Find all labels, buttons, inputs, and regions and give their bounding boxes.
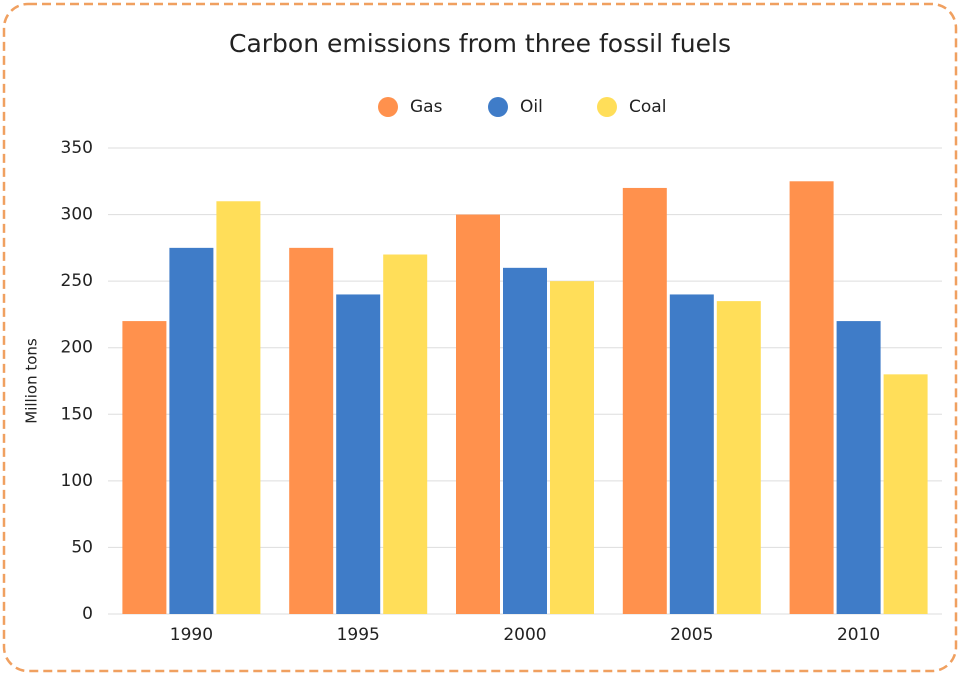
bar — [550, 281, 594, 614]
bar — [789, 181, 834, 615]
y-tick-label: 200 — [61, 338, 93, 358]
y-tick-label: 150 — [61, 404, 93, 424]
bar — [456, 214, 500, 615]
chart-title: Carbon emissions from three fossil fuels — [229, 29, 731, 58]
bar — [336, 294, 381, 614]
legend-swatch — [488, 97, 508, 117]
x-tick-label: 1990 — [170, 625, 213, 645]
bar — [169, 247, 214, 614]
bar — [669, 294, 714, 614]
legend-label: Gas — [410, 97, 443, 117]
bar — [289, 247, 334, 614]
bar — [836, 321, 881, 614]
y-tick-label: 0 — [82, 604, 93, 624]
legend-label: Coal — [629, 97, 666, 117]
y-axis-label: Million tons — [23, 338, 41, 424]
legend-label: Oil — [520, 97, 543, 117]
y-tick-label: 350 — [61, 138, 93, 158]
x-tick-label: 2010 — [837, 625, 880, 645]
x-tick-label: 2005 — [670, 625, 713, 645]
bar — [883, 374, 928, 614]
bar — [122, 321, 167, 614]
y-tick-label: 50 — [71, 537, 93, 557]
x-tick-label: 1995 — [337, 625, 380, 645]
bar — [716, 301, 761, 614]
bar — [503, 267, 547, 614]
legend-swatch — [378, 97, 398, 117]
bar — [383, 254, 428, 614]
legend-swatch — [597, 97, 617, 117]
bar — [622, 187, 667, 614]
y-tick-label: 250 — [61, 271, 93, 291]
y-tick-label: 100 — [61, 471, 93, 491]
x-tick-label: 2000 — [503, 625, 546, 645]
y-tick-label: 300 — [61, 205, 93, 225]
bar — [216, 201, 261, 614]
